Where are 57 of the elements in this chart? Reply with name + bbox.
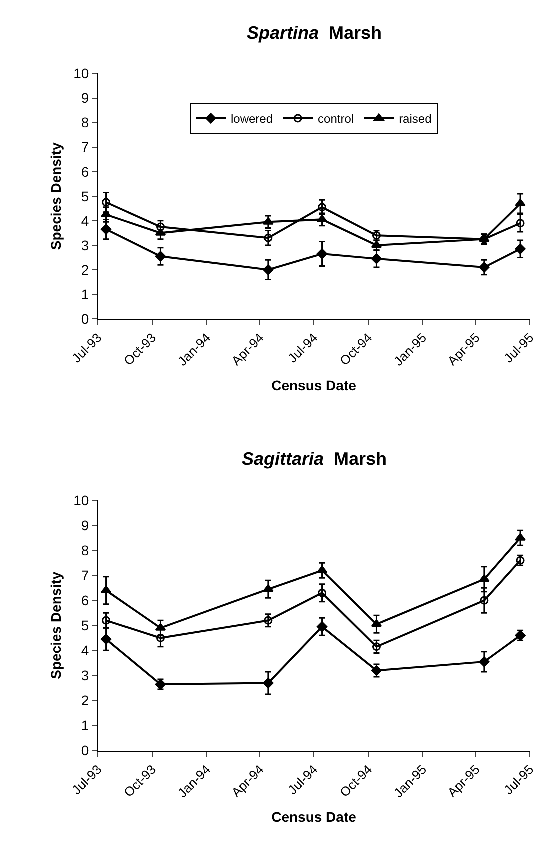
y-tick-label: 1 — [81, 718, 90, 734]
y-tick-label: 3 — [81, 237, 90, 254]
y-tick-label: 0 — [81, 742, 90, 759]
point — [156, 634, 165, 642]
y-tick-label: 5 — [81, 188, 90, 204]
point — [100, 224, 112, 235]
point — [372, 642, 381, 652]
point — [155, 251, 166, 262]
point — [263, 678, 274, 689]
y-tick-label: 9 — [81, 90, 90, 106]
y-tick-label: 9 — [81, 517, 90, 534]
point — [263, 584, 274, 592]
point — [318, 203, 327, 212]
x-axis-title: Census Date — [272, 377, 357, 394]
y-tick-label: 5 — [81, 618, 90, 634]
point — [263, 264, 274, 276]
legend-label: raised — [399, 112, 432, 126]
point — [102, 198, 111, 207]
y-axis-title: Species Density — [48, 142, 64, 250]
point — [316, 622, 328, 632]
y-tick-label: 4 — [81, 642, 90, 659]
point — [515, 533, 526, 541]
x-axis-title: Census Date — [272, 808, 357, 825]
legend-label: control — [318, 112, 354, 126]
point — [263, 217, 274, 225]
y-tick-label: 7 — [81, 568, 90, 584]
y-tick-label: 2 — [81, 262, 90, 278]
point — [156, 222, 165, 232]
y-axis-title: Species Density — [48, 572, 64, 680]
chart-title: Spartina Marsh — [247, 23, 382, 43]
y-tick-label: 3 — [81, 668, 90, 684]
point — [516, 219, 525, 228]
legend-label: lowered — [231, 112, 274, 126]
y-tick-label: 7 — [81, 139, 90, 156]
point — [264, 234, 273, 242]
point — [515, 244, 526, 254]
y-tick-label: 6 — [81, 164, 90, 180]
y-tick-label: 8 — [81, 114, 90, 131]
point — [264, 616, 273, 625]
y-tick-label: 6 — [81, 592, 90, 609]
point — [100, 634, 112, 645]
point — [479, 656, 490, 668]
y-tick-label: 10 — [74, 492, 90, 508]
point — [318, 588, 327, 598]
point — [316, 248, 328, 260]
point — [479, 262, 490, 273]
point — [371, 254, 382, 264]
y-tick-label: 2 — [81, 692, 90, 709]
y-tick-label: 1 — [81, 286, 90, 302]
point — [479, 574, 490, 582]
point — [102, 616, 111, 625]
point — [480, 596, 489, 605]
y-tick-label: 8 — [81, 542, 90, 558]
chart-title: Sagittaria Marsh — [242, 449, 388, 469]
y-tick-label: 4 — [81, 212, 90, 229]
y-tick-label: 10 — [74, 66, 90, 82]
y-tick-label: 0 — [81, 310, 90, 327]
